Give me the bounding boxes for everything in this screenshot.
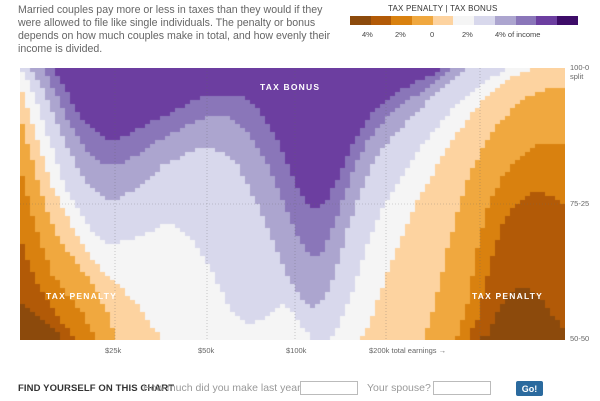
- legend-swatch: [556, 16, 578, 25]
- region-label-tax-penalty-left: TAX PENALTY: [46, 291, 117, 301]
- x-tick-text: $200k: [369, 346, 390, 355]
- arrow-right-icon: →: [438, 346, 447, 355]
- income-question-label: How much did you make last year?: [143, 382, 307, 394]
- go-button[interactable]: Go!: [516, 381, 543, 396]
- legend-swatch: [412, 16, 433, 25]
- legend-swatch: [350, 16, 371, 25]
- y-tick-label: 50-50: [570, 334, 590, 343]
- legend-title: TAX PENALTY | TAX BONUS: [388, 4, 498, 13]
- legend-swatch: [453, 16, 475, 25]
- legend-tick: 4%: [362, 30, 373, 39]
- region-label-tax-bonus: TAX BONUS: [260, 82, 321, 92]
- legend-swatch: [391, 16, 413, 25]
- spouse-question-label: Your spouse?: [367, 382, 431, 394]
- region-label-tax-penalty-right: TAX PENALTY: [472, 291, 543, 301]
- x-tick-label: $25k: [105, 346, 122, 355]
- your-income-input[interactable]: [300, 381, 358, 395]
- legend-swatch: [515, 16, 537, 25]
- x-tick-label: $50k: [198, 346, 215, 355]
- legend-swatch: [432, 16, 454, 25]
- spouse-income-input[interactable]: [433, 381, 491, 395]
- legend-swatch: [370, 16, 392, 25]
- x-tick-label: $200k total earnings →: [369, 346, 446, 355]
- y-tick-label: 100-0 split: [570, 63, 590, 81]
- legend-ticks: 4% 2% 0 2% 4% of income: [350, 30, 600, 40]
- legend-swatch: [474, 16, 495, 25]
- legend-color-scale: [350, 16, 578, 25]
- legend-swatch: [536, 16, 557, 25]
- chart-description: Married couples pay more or less in taxe…: [18, 4, 331, 55]
- find-yourself-form: FIND YOURSELF ON THIS CHART How much did…: [18, 381, 598, 397]
- finder-title: FIND YOURSELF ON THIS CHART: [18, 383, 175, 394]
- y-tick-label: 75-25: [570, 199, 590, 208]
- legend-tick: 0: [430, 30, 435, 39]
- x-tick-label: $100k: [286, 346, 307, 355]
- legend-tick: 2%: [395, 30, 406, 39]
- legend-tick: 2%: [462, 30, 473, 39]
- legend-swatch: [494, 16, 516, 25]
- x-axis-label: total earnings: [391, 346, 437, 355]
- legend-tick: 4% of income: [495, 30, 541, 39]
- heatmap-chart[interactable]: TAX BONUS TAX PENALTY TAX PENALTY: [20, 68, 565, 340]
